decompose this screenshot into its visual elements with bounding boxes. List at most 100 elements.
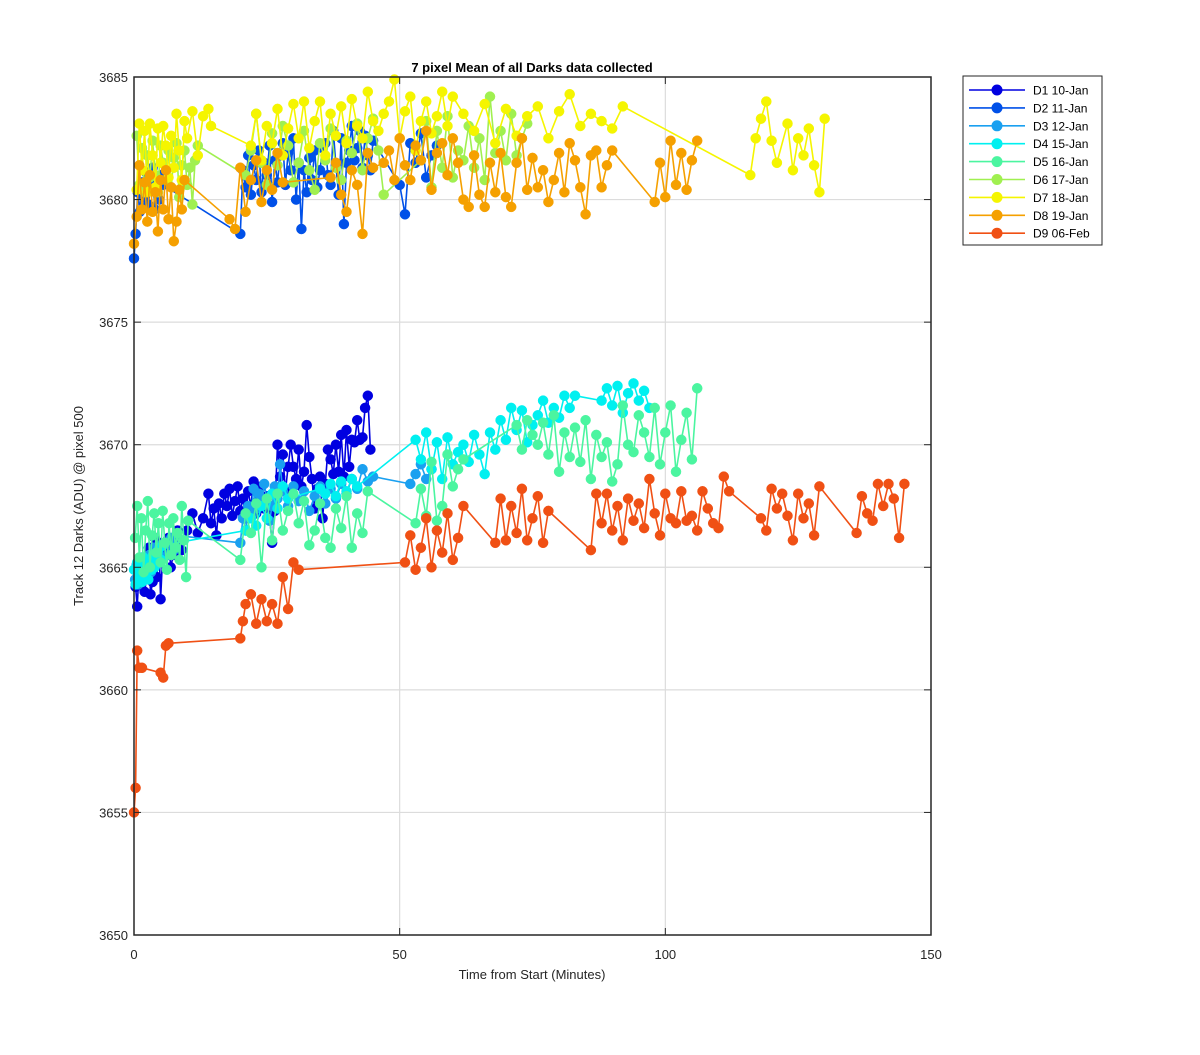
legend-marker [991, 156, 1003, 168]
data-point [681, 407, 692, 419]
data-point [575, 182, 586, 193]
data-point [899, 478, 910, 490]
data-point [580, 209, 591, 220]
data-point [399, 106, 411, 117]
data-point [548, 174, 560, 186]
data-point [575, 456, 586, 468]
data-point [442, 110, 453, 122]
data-point [761, 525, 772, 536]
data-point [771, 503, 783, 514]
data-point [596, 182, 607, 193]
data-point [612, 500, 623, 512]
data-point [511, 527, 522, 539]
legend-entry: D8 19-Jan [969, 209, 1088, 223]
data-point [569, 422, 581, 433]
data-point [638, 427, 650, 438]
data-point [755, 513, 767, 524]
data-point [362, 86, 374, 97]
data-point [394, 133, 405, 144]
data-point [266, 535, 278, 546]
data-point [596, 395, 607, 406]
data-point [447, 481, 459, 492]
data-point [182, 515, 194, 526]
data-point [697, 486, 708, 497]
legend-entry: D5 16-Jan [969, 155, 1088, 169]
data-point [253, 488, 265, 499]
data-point [346, 147, 358, 159]
data-point [787, 535, 799, 546]
data-point [431, 515, 443, 526]
data-point [649, 402, 660, 414]
data-point [670, 179, 682, 191]
data-point [362, 390, 374, 401]
data-point [617, 101, 629, 112]
data-point [585, 473, 597, 485]
data-point [458, 439, 469, 450]
data-point [298, 466, 310, 477]
data-point [351, 120, 363, 132]
data-point [314, 96, 326, 107]
data-point [298, 495, 310, 507]
data-point [484, 427, 496, 438]
data-point [216, 513, 227, 524]
data-point [346, 473, 358, 485]
data-point [266, 184, 278, 196]
data-point [479, 468, 490, 480]
data-point [136, 662, 148, 674]
data-point [399, 557, 411, 568]
data-point [543, 449, 554, 460]
data-point [325, 478, 336, 490]
data-point [152, 226, 164, 237]
data-point [365, 444, 376, 455]
data-point [346, 164, 358, 176]
data-point [564, 451, 575, 463]
data-point [622, 387, 634, 399]
data-point [527, 152, 538, 164]
data-point [197, 513, 209, 524]
legend-marker [991, 84, 1003, 96]
data-point [505, 402, 517, 414]
data-point [178, 535, 190, 546]
data-point [415, 454, 427, 465]
data-point [808, 530, 820, 541]
data-point [436, 162, 448, 173]
x-axis-label: Time from Start (Minutes) [459, 967, 606, 982]
data-point [495, 493, 506, 504]
data-point [293, 517, 304, 529]
data-point [192, 150, 204, 161]
data-point [288, 461, 299, 473]
series-8 [128, 125, 703, 249]
data-point [596, 517, 607, 529]
data-point [367, 115, 379, 127]
data-point [505, 201, 517, 213]
data-point [808, 160, 820, 171]
data-point [665, 135, 676, 146]
data-point [174, 554, 185, 566]
series-line [133, 476, 906, 813]
data-point [591, 488, 602, 499]
data-point [516, 405, 528, 416]
data-point [288, 557, 299, 568]
data-point [410, 468, 421, 480]
data-point [676, 486, 687, 497]
data-point [330, 503, 342, 514]
data-point [173, 184, 185, 196]
data-point [240, 508, 251, 519]
data-point [277, 481, 289, 492]
data-point [160, 140, 172, 151]
data-point [420, 125, 432, 137]
data-point [458, 454, 469, 465]
data-point [580, 414, 591, 426]
series-5 [129, 383, 703, 583]
data-point [617, 400, 629, 411]
data-point [134, 552, 145, 563]
data-point [644, 451, 655, 463]
data-point [591, 145, 602, 156]
data-point [165, 130, 177, 142]
data-point [282, 603, 294, 615]
data-point [612, 459, 623, 470]
data-point [298, 96, 310, 107]
data-point [288, 488, 299, 499]
data-point [405, 478, 416, 490]
data-point [341, 206, 352, 218]
